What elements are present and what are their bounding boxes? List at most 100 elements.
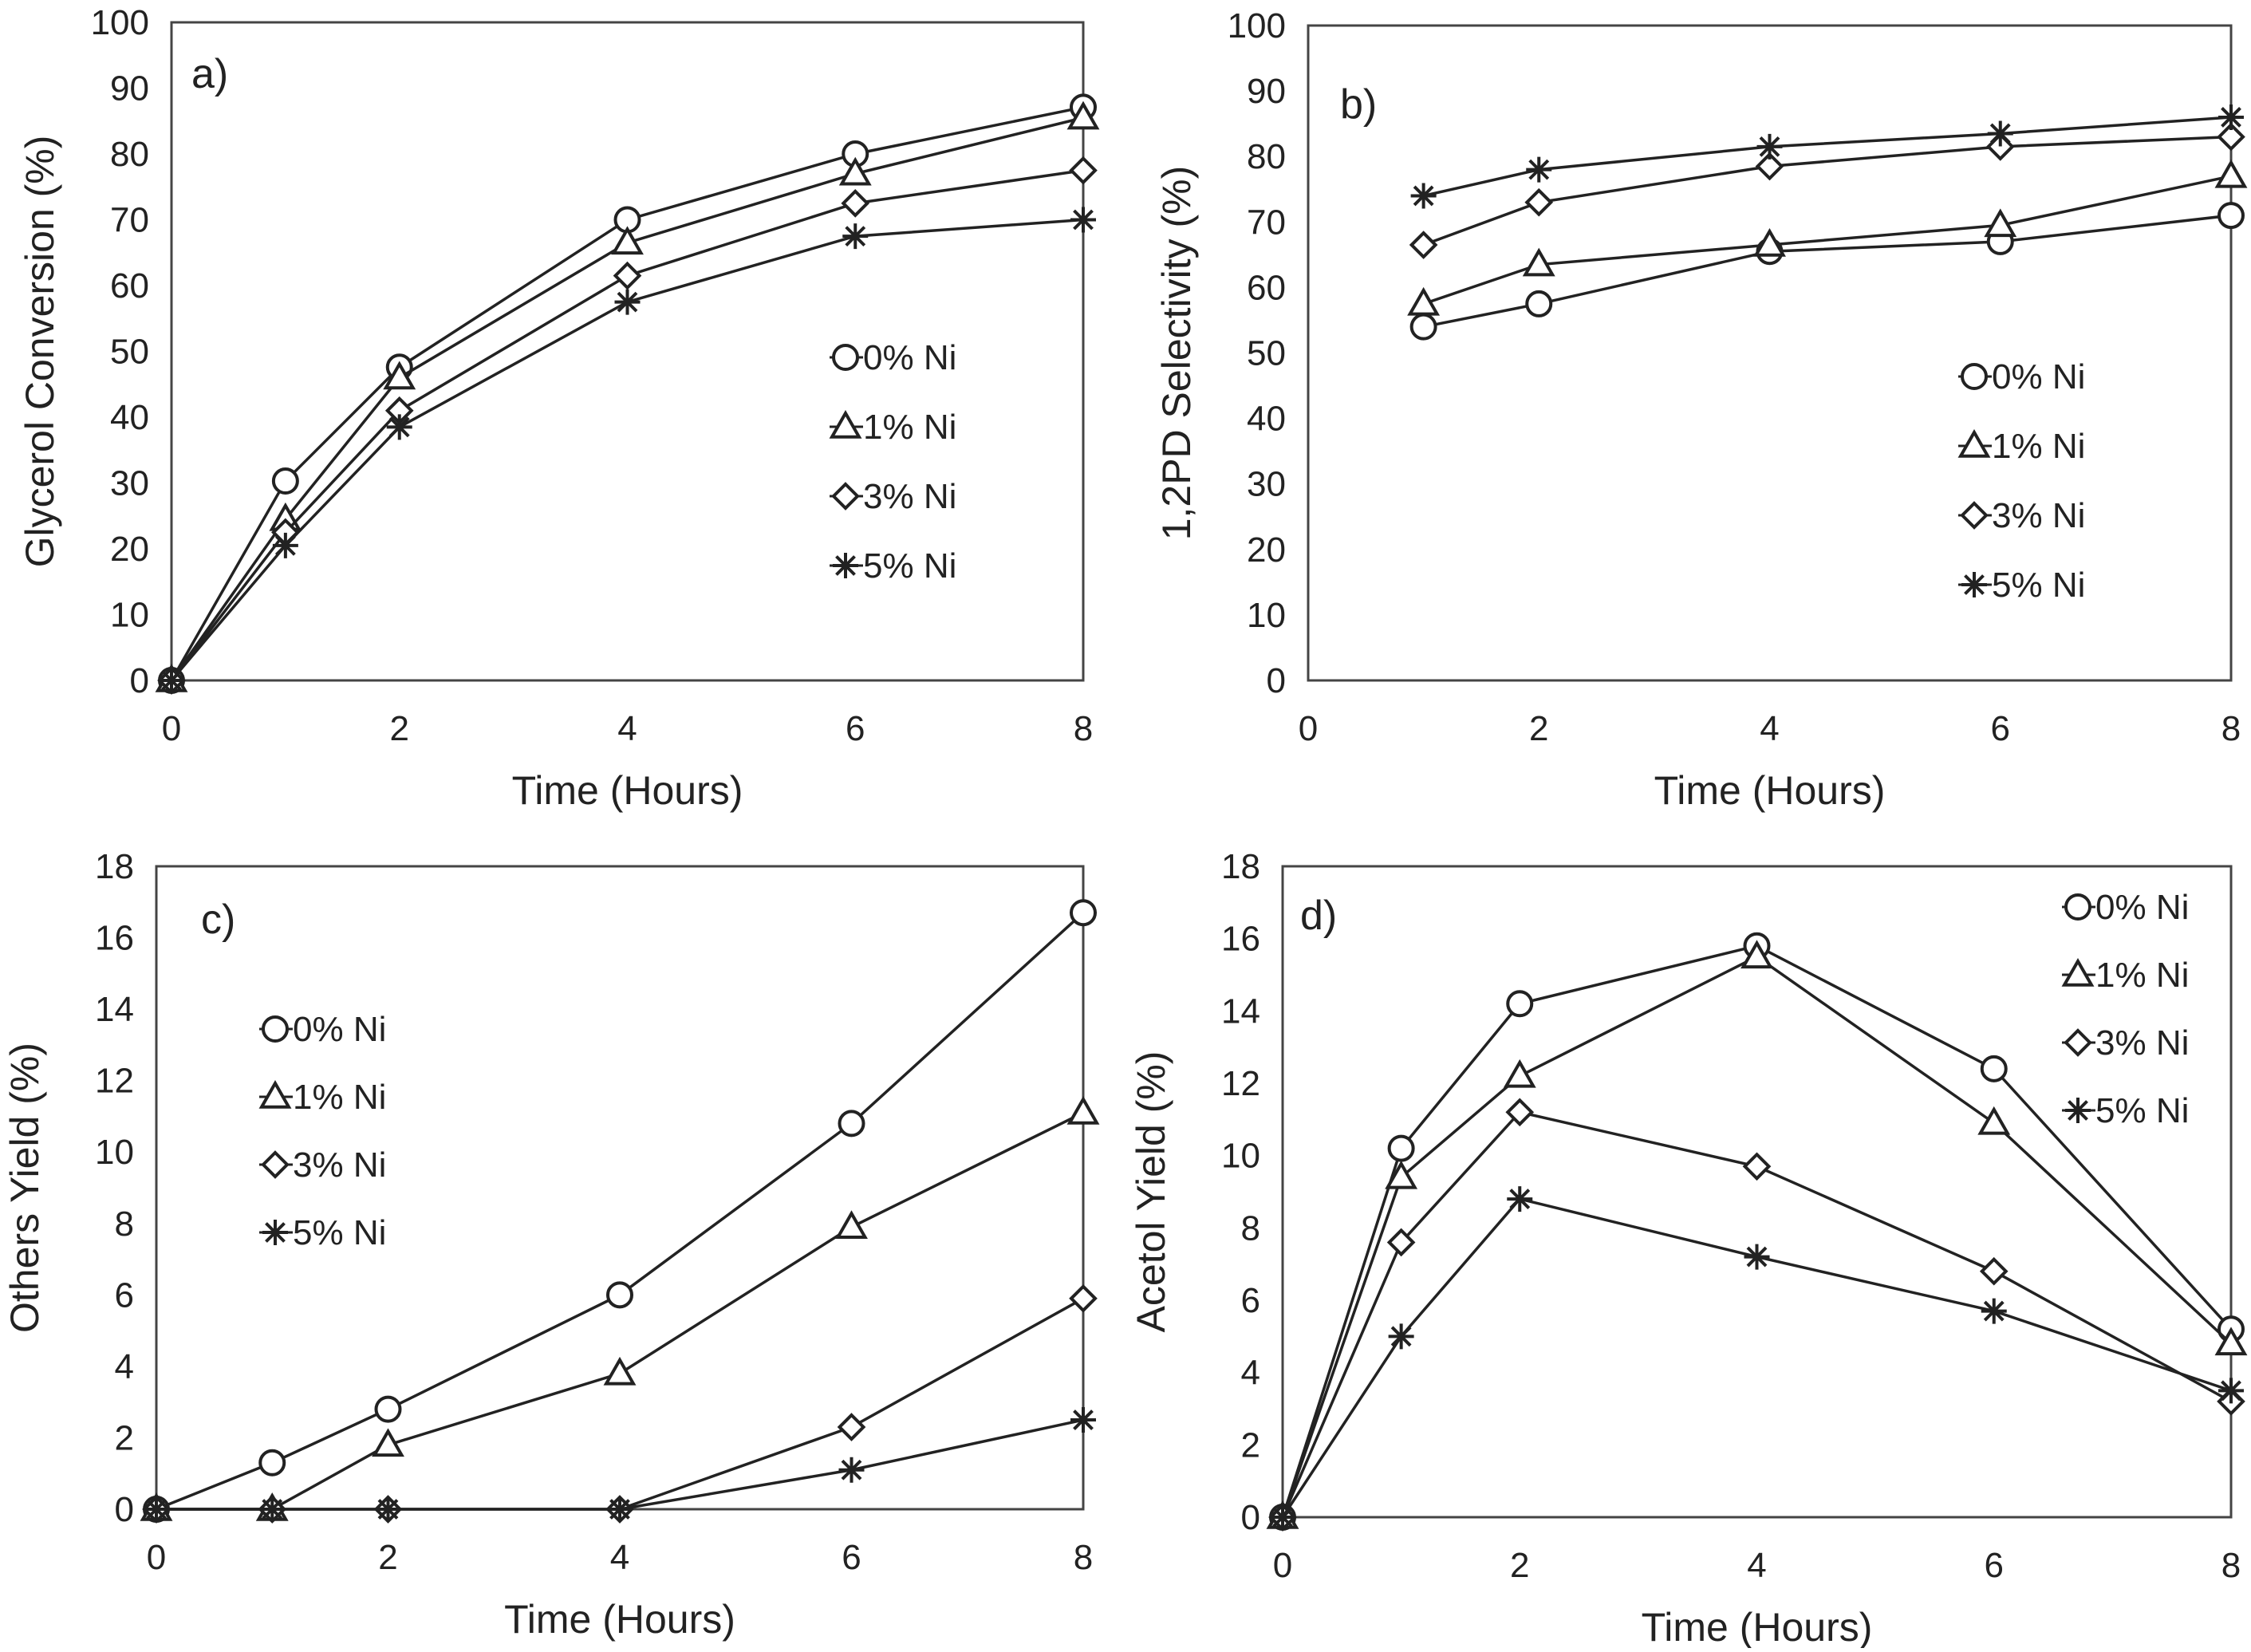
legend-marker-triangle: [829, 409, 862, 439]
y-tick-label: 20: [1247, 530, 1286, 570]
x-tick-label: 2: [390, 709, 409, 748]
data-point-triangle: [835, 1210, 868, 1240]
x-tick-label: 8: [1074, 709, 1093, 748]
data-point-triangle: [1753, 228, 1786, 257]
y-tick-label: 90: [1247, 72, 1286, 111]
data-point-asterisk: [1987, 120, 2013, 147]
y-tick-label: 12: [1221, 1064, 1260, 1103]
chart-panel-a: 0 10 20 30 40 50 60 70 80 90 100 0 2 4 6 8 Time (Hours) G…: [18, 3, 1100, 813]
y-tick-label: 16: [1221, 920, 1260, 959]
y-axis-label: Others Yield (%): [2, 1043, 47, 1333]
data-point-circle: [1525, 290, 1553, 317]
data-point-diamond: [841, 189, 870, 218]
chart-panel-c: 0 2 4 6 8 10 12 14 16 18 0 2 4 6 8 Time (Hours) Others Y…: [2, 847, 1100, 1642]
data-point-triangle: [1385, 1160, 1418, 1189]
y-tick-label: 40: [110, 398, 149, 437]
legend-marker-diamond: [831, 482, 860, 511]
data-point-asterisk: [1526, 156, 1552, 183]
x-axis-label: Time (Hours): [1654, 768, 1886, 813]
x-tick-label: 0: [1273, 1546, 1292, 1585]
data-point-asterisk: [2218, 1378, 2244, 1404]
x-tick-label: 0: [1299, 709, 1318, 748]
data-point-asterisk: [159, 668, 184, 693]
series-line: [170, 105, 1084, 681]
legend-marker-diamond: [2064, 1028, 2092, 1057]
data-point-diamond: [1524, 187, 1554, 217]
data-point-asterisk: [842, 223, 869, 250]
data-point-asterisk: [144, 1496, 169, 1522]
legend-entry: 1% Ni: [2095, 956, 2189, 995]
x-tick-label: 4: [1747, 1546, 1766, 1585]
plot-area-frame: [170, 21, 1085, 682]
data-point-asterisk: [614, 289, 641, 315]
legend: 0% Ni 1% Ni 3% Ni 5% Ni: [2061, 888, 2189, 1130]
panel-label: c): [201, 897, 235, 943]
x-tick-label: 4: [610, 1538, 629, 1577]
data-point-triangle: [1977, 1106, 2011, 1135]
y-tick-label: 16: [95, 919, 134, 958]
data-point-asterisk: [1756, 133, 1783, 160]
y-tick-label: 20: [110, 530, 149, 569]
y-tick-label: 10: [95, 1133, 134, 1172]
data-point-asterisk: [2218, 104, 2244, 130]
legend-entry: 5% Ni: [1992, 566, 2085, 605]
legend-marker-asterisk: [833, 553, 858, 578]
data-point-triangle: [603, 1356, 637, 1386]
data-point-circle: [374, 1395, 402, 1423]
series-5-ni: [159, 207, 1096, 693]
data-point-circle: [1506, 990, 1534, 1018]
y-tick-label: 80: [1247, 137, 1286, 176]
data-point-circle: [258, 1449, 286, 1477]
y-tick-label: 0: [1267, 661, 1286, 700]
x-tick-label: 4: [1760, 709, 1779, 748]
legend-marker-triangle: [2061, 957, 2095, 987]
legend-marker-asterisk: [2065, 1098, 2091, 1123]
x-tick-label: 2: [378, 1538, 397, 1577]
data-point-asterisk: [259, 1496, 286, 1522]
series-0-ni: [1409, 202, 2245, 341]
data-point-asterisk: [1981, 1298, 2007, 1324]
x-tick-label: 8: [2221, 1546, 2241, 1585]
y-tick-label: 60: [110, 266, 149, 306]
legend-entry: 3% Ni: [863, 477, 956, 516]
series-line: [1281, 1110, 2232, 1518]
data-point-diamond: [1069, 156, 1098, 185]
data-point-circle: [271, 467, 299, 495]
data-point-triangle: [1522, 247, 1555, 277]
y-tick-label: 8: [115, 1205, 134, 1244]
legend: 0% Ni 1% Ni 3% Ni 5% Ni: [258, 1010, 386, 1252]
data-point-diamond: [1742, 1152, 1772, 1181]
y-tick-label: 70: [110, 201, 149, 240]
panel-label: b): [1340, 81, 1377, 128]
y-tick-label: 4: [1241, 1354, 1260, 1393]
plot-area-frame: [1307, 24, 2233, 682]
data-point-asterisk: [1070, 207, 1096, 233]
data-point-asterisk: [1070, 1407, 1096, 1433]
legend-entry: 5% Ni: [863, 546, 956, 585]
data-point-diamond: [1069, 1283, 1098, 1313]
x-tick-label: 4: [617, 709, 637, 748]
data-point-triangle: [1066, 101, 1100, 130]
series-line: [156, 1418, 1084, 1511]
y-tick-label: 50: [110, 333, 149, 372]
data-point-triangle: [2214, 159, 2248, 188]
y-tick-label: 18: [1221, 847, 1260, 886]
data-point-asterisk: [1507, 1186, 1533, 1212]
x-tick-label: 0: [162, 709, 181, 748]
y-tick-label: 30: [110, 464, 149, 503]
x-tick-label: 2: [1510, 1546, 1529, 1585]
legend-marker-asterisk: [1961, 572, 1987, 597]
legend-entry: 0% Ni: [1992, 357, 2085, 396]
x-axis-label: Time (Hours): [1642, 1605, 1873, 1648]
y-tick-label: 6: [115, 1275, 134, 1315]
legend-entry: 0% Ni: [863, 338, 956, 377]
y-tick-label: 50: [1247, 334, 1286, 373]
data-point-circle: [606, 1281, 633, 1309]
y-tick-label: 14: [95, 990, 134, 1029]
series-line: [170, 218, 1084, 682]
x-tick-label: 8: [2221, 709, 2241, 748]
y-tick-label: 10: [110, 596, 149, 635]
data-point-asterisk: [1744, 1244, 1770, 1270]
y-tick-label: 0: [115, 1490, 134, 1529]
